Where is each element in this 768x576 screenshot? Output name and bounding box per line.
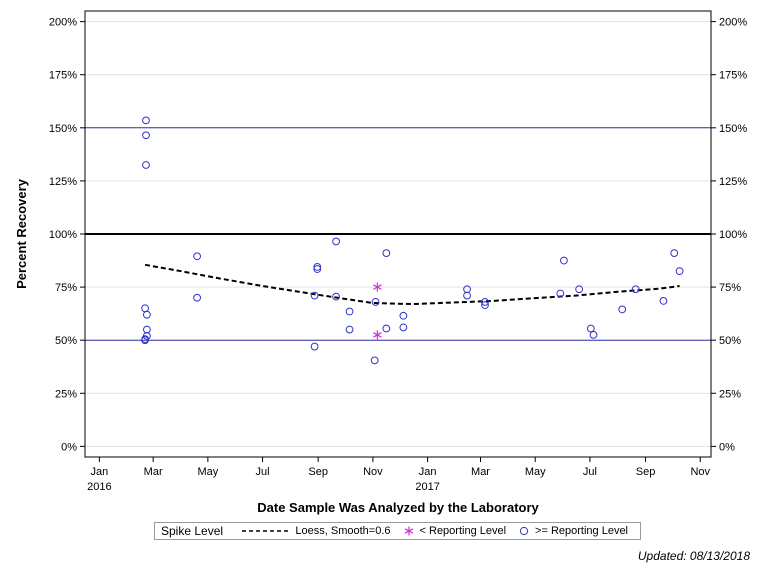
data-point-circle: [481, 298, 489, 306]
y-axis-right: 0% 25% 50% 75% 100% 125% 150% 175% 200%: [711, 17, 747, 453]
legend-label-above: >= Reporting Level: [535, 525, 628, 537]
data-point-circle: [345, 307, 354, 316]
legend-label-below: < Reporting Level: [419, 525, 507, 537]
data-point-circle: [141, 304, 149, 313]
series-layer: [141, 116, 684, 365]
x-tick-label: Nov: [690, 466, 710, 478]
dashed-line-swatch: [242, 530, 289, 532]
data-point-circle: [463, 291, 471, 300]
data-point-circle: [670, 249, 679, 258]
data-point-circle: [481, 301, 489, 310]
x-tick-label: Sep: [308, 466, 328, 478]
data-point-circle: [142, 325, 151, 334]
data-point-circle: [141, 336, 149, 345]
data-point-circle: [631, 285, 640, 294]
data-point-circle: [142, 161, 150, 169]
data-point-circle: [371, 298, 380, 306]
x-tick-label: Jul: [583, 466, 597, 478]
data-point-circle: [345, 325, 354, 334]
data-point-circle: [399, 311, 408, 320]
y-tick-label: 125%: [49, 176, 77, 188]
x-tick-label: Jan: [419, 466, 437, 478]
chart: 0% 25% 50% 75% 100% 125% 150% 175% 200% 0% 25% 50%…: [14, 10, 747, 515]
y-tick-label: 200%: [49, 17, 77, 29]
data-point-circle: [399, 323, 408, 332]
data-point-circle: [310, 342, 319, 351]
x-tick-year-label: 2017: [415, 481, 439, 493]
y-tick-label: 0%: [61, 441, 77, 453]
x-tick-label: Mar: [144, 466, 163, 478]
data-point-circle: [193, 293, 202, 302]
data-point-circle: [556, 289, 565, 298]
data-point-circle: [142, 131, 150, 140]
data-point-circle: [560, 256, 568, 265]
legend-item-below: < Reporting Level: [403, 525, 507, 537]
data-point-circle: [382, 324, 391, 333]
x-axis: Jan 2016 Mar May Jul Sep Nov Jan 2017 Mar May Jul Se…: [87, 457, 711, 493]
y-tick-label: 100%: [49, 229, 77, 241]
x-axis-label: Date Sample Was Analyzed by the Laborato…: [257, 500, 539, 515]
data-point-circle: [370, 356, 379, 365]
y-axis-label: Percent Recovery: [14, 178, 29, 289]
y-tick-label-right: 150%: [719, 123, 747, 135]
y-tick-label-right: 100%: [719, 229, 747, 241]
loess-curve: [144, 263, 680, 306]
data-point-circle: [618, 305, 627, 314]
data-point-circle: [142, 332, 151, 340]
y-axis-left: 0% 25% 50% 75% 100% 125% 150% 175% 200%: [49, 17, 85, 453]
data-point-circle: [589, 330, 598, 339]
legend-title: Spike Level: [161, 524, 224, 538]
data-point-circle: [313, 265, 322, 273]
data-point-circle: [575, 285, 584, 294]
y-tick-label-right: 125%: [719, 176, 747, 188]
data-point-star: [373, 330, 382, 340]
legend-label-loess: Loess, Smooth=0.6: [295, 525, 391, 537]
y-tick-label-right: 75%: [719, 282, 741, 294]
data-point-circle: [313, 263, 322, 271]
x-tick-year-label: 2016: [87, 481, 111, 493]
data-point-circle: [332, 292, 341, 301]
data-point-circle: [310, 291, 319, 300]
y-tick-label-right: 25%: [719, 388, 741, 400]
data-point-circle: [142, 310, 151, 319]
data-point-circle: [193, 252, 202, 261]
x-tick-label: May: [525, 466, 546, 478]
reference-lines: [85, 127, 711, 341]
legend-item-loess: Loess, Smooth=0.6: [240, 525, 391, 537]
data-point-circle: [659, 297, 668, 305]
legend-item-above: >= Reporting Level: [518, 525, 628, 537]
data-point-circle: [142, 116, 150, 125]
y-tick-label: 50%: [55, 335, 77, 347]
data-point-circle: [586, 324, 595, 333]
x-tick-label: Jan: [90, 466, 108, 478]
y-tick-label-right: 200%: [719, 17, 747, 29]
y-tick-label: 75%: [55, 282, 77, 294]
y-tick-label-right: 0%: [719, 441, 735, 453]
data-point-circle: [332, 237, 341, 246]
data-point-circle: [382, 249, 391, 258]
x-tick-label: Jul: [256, 466, 270, 478]
updated-note: Updated: 08/13/2018: [637, 549, 750, 563]
legend: Spike Level Loess, Smooth=0.6 < Reportin…: [154, 522, 641, 540]
x-tick-label: Sep: [636, 466, 656, 478]
star-marker-icon: [404, 526, 413, 536]
y-tick-label: 150%: [49, 123, 77, 135]
x-tick-label: Mar: [471, 466, 490, 478]
x-tick-label: Nov: [363, 466, 383, 478]
data-point-star: [373, 282, 382, 292]
y-tick-label: 175%: [49, 70, 77, 82]
data-point-circle: [675, 267, 684, 276]
y-tick-label: 25%: [55, 388, 77, 400]
y-tick-label-right: 50%: [719, 335, 741, 347]
x-tick-label: May: [197, 466, 218, 478]
circle-marker-icon: [519, 526, 529, 536]
y-tick-label-right: 175%: [719, 70, 747, 82]
